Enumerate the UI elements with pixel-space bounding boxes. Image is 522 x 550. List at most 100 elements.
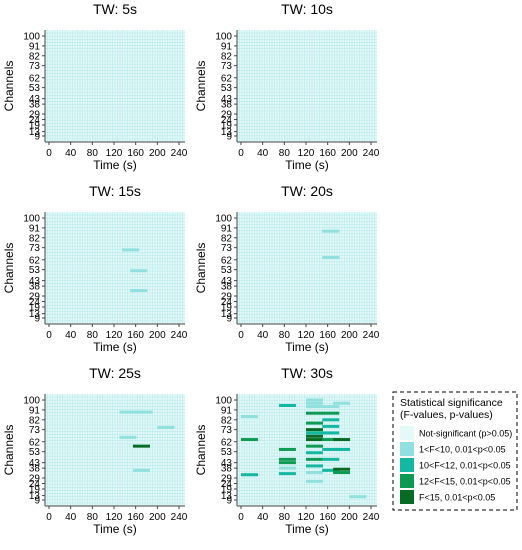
significance-cell: [119, 410, 137, 414]
y-tick-label: 43: [221, 276, 233, 287]
legend-subtitle: (F-values, p-values): [400, 409, 493, 421]
significance-cell: [306, 421, 323, 425]
significance-cell: [132, 468, 150, 472]
significance-cell: [322, 447, 340, 451]
y-tick-label: 62: [221, 73, 233, 84]
x-tick-label: 0: [238, 330, 244, 341]
y-tick-label: 53: [221, 447, 233, 458]
y-tick-label: 38: [29, 464, 41, 475]
significance-cell: [306, 444, 323, 448]
significance-cell: [135, 410, 153, 414]
y-tick-label: 19: [29, 121, 41, 132]
legend-swatch-3: [400, 474, 414, 488]
y-tick-label: 62: [29, 73, 41, 84]
significance-cell: [130, 269, 148, 273]
significance-cell: [122, 248, 140, 252]
y-axis-label: Channels: [194, 243, 208, 294]
significance-cell: [130, 289, 148, 293]
y-tick-label: 38: [221, 464, 233, 475]
y-tick-label: 73: [221, 61, 233, 72]
significance-cell: [241, 438, 258, 442]
y-tick-label: 43: [29, 276, 41, 287]
y-tick-label: 100: [215, 214, 232, 225]
y-tick-label: 43: [29, 458, 41, 469]
significance-cell: [119, 435, 137, 439]
x-tick-label: 160: [127, 512, 144, 523]
significance-cell: [349, 495, 367, 499]
x-tick-label: 240: [171, 512, 188, 523]
y-tick-label: 13: [29, 309, 41, 320]
y-tick-label: 9: [226, 132, 232, 143]
significance-cell: [322, 229, 340, 233]
y-tick-label: 100: [23, 214, 40, 225]
x-tick-label: 240: [363, 512, 380, 523]
x-tick-label: 200: [149, 148, 166, 159]
significance-cell: [306, 457, 323, 461]
x-tick-label: 40: [65, 148, 77, 159]
y-tick-label: 100: [215, 32, 232, 43]
significance-cell: [333, 471, 351, 475]
x-tick-label: 120: [106, 512, 123, 523]
y-tick-label: 19: [29, 485, 41, 496]
x-tick-label: 0: [46, 148, 52, 159]
x-axis-label: Time (s): [285, 522, 329, 536]
x-tick-label: 80: [87, 148, 99, 159]
x-tick-label: 200: [149, 330, 166, 341]
y-tick-label: 53: [29, 83, 41, 94]
y-tick-label: 13: [29, 127, 41, 138]
significance-cell: [322, 411, 340, 415]
y-tick-label: 19: [29, 303, 41, 314]
x-tick-label: 160: [127, 330, 144, 341]
legend-swatch-2: [400, 458, 414, 472]
significance-cell: [241, 414, 258, 418]
significance-cell: [306, 479, 323, 483]
x-tick-label: 40: [257, 148, 269, 159]
y-tick-label: 62: [29, 255, 41, 266]
x-axis-label: Time (s): [285, 340, 329, 354]
y-tick-label: 13: [29, 491, 41, 502]
significance-cell: [322, 468, 340, 472]
significance-cell: [333, 447, 351, 451]
x-axis-label: Time (s): [93, 522, 137, 536]
x-tick-label: 80: [279, 512, 291, 523]
x-tick-label: 240: [171, 148, 188, 159]
panel-title: TW: 5s: [93, 1, 137, 17]
legend-title: Statistical significance: [400, 397, 503, 409]
y-tick-label: 19: [221, 303, 233, 314]
x-tick-label: 200: [341, 148, 358, 159]
y-tick-label: 24: [221, 479, 233, 490]
x-tick-label: 160: [319, 148, 336, 159]
x-tick-label: 120: [298, 148, 315, 159]
y-tick-label: 9: [34, 314, 40, 325]
y-tick-label: 91: [221, 41, 233, 52]
y-tick-label: 29: [29, 474, 41, 485]
y-tick-label: 29: [221, 292, 233, 303]
x-tick-label: 80: [279, 330, 291, 341]
y-tick-label: 91: [29, 41, 41, 52]
y-tick-label: 91: [221, 405, 233, 416]
legend-swatch-1: [400, 442, 414, 456]
significance-cell: [322, 457, 340, 461]
legend: Statistical significance(F-values, p-val…: [392, 391, 518, 511]
x-tick-label: 120: [298, 512, 315, 523]
x-tick-label: 0: [238, 512, 244, 523]
x-tick-label: 200: [341, 330, 358, 341]
panel-title: TW: 25s: [89, 365, 141, 381]
y-axis-label: Channels: [2, 61, 16, 112]
y-tick-label: 24: [29, 479, 41, 490]
y-tick-label: 13: [221, 491, 233, 502]
significance-cell: [278, 461, 296, 465]
y-tick-label: 91: [221, 223, 233, 234]
x-tick-label: 240: [363, 330, 380, 341]
x-tick-label: 80: [87, 512, 99, 523]
significance-cell: [322, 431, 340, 435]
y-tick-label: 9: [34, 132, 40, 143]
y-tick-label: 82: [221, 51, 233, 62]
y-tick-label: 38: [29, 100, 41, 111]
panel-title: TW: 10s: [281, 1, 333, 17]
y-tick-label: 82: [29, 415, 41, 426]
